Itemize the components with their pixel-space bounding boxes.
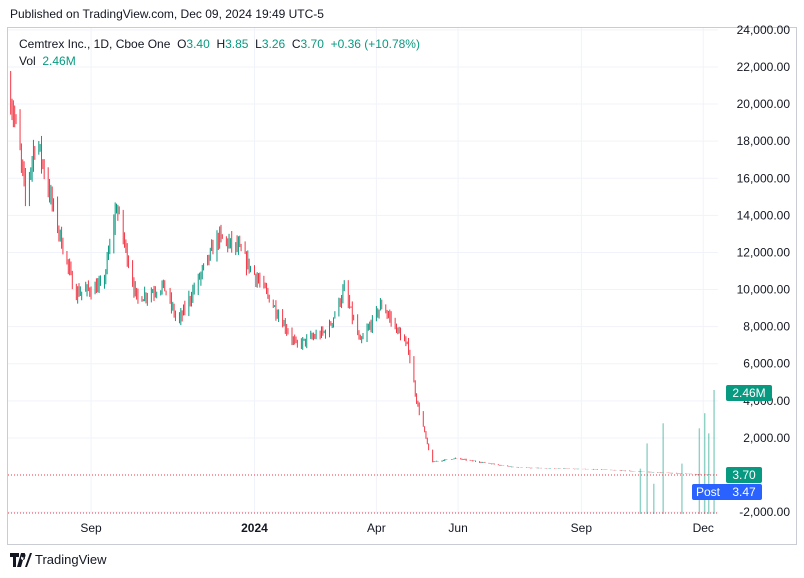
tradingview-brand: TradingView [35,552,107,567]
legend-high-label: H [216,37,226,51]
legend-close: 3.70 [300,37,324,51]
price-markers: 2.46M 3.70 Post 3.47 [8,385,772,514]
time-axis: Sep 2024 Apr Jun Sep Dec [80,521,714,535]
price-axis: -2,000.002,000.004,000.006,000.008,000.0… [737,23,791,519]
volume-bar [662,423,664,514]
legend-open-label: O [177,37,187,51]
legend-high: 3.85 [225,37,249,51]
x-tick-label: Apr [367,521,386,535]
legend-ohlc-row: Cemtrex Inc., 1D, Cboe One O3.40 H3.85 L… [19,36,420,53]
x-tick-label: Sep [571,521,593,535]
post-badge-label: Post [696,485,721,499]
volume-bars [639,390,715,514]
x-tick-label: Sep [80,521,102,535]
y-tick-label: 20,000.00 [737,97,791,111]
volume-bar [681,463,683,514]
x-tick-label: 2024 [241,521,268,535]
y-tick-label: 12,000.00 [737,245,791,259]
tradingview-logo-icon [10,552,32,567]
y-tick-label: 24,000.00 [737,23,791,37]
volume-bar [704,413,706,514]
volume-bar [698,428,701,514]
y-tick-label: 6,000.00 [743,357,790,371]
y-tick-label: 16,000.00 [737,171,791,185]
published-caption: Published on TradingView.com, Dec 09, 20… [10,7,324,21]
legend-volume-label: Vol [19,54,36,68]
volume-bar [646,443,648,514]
price-badge: 3.70 [732,468,756,482]
grid-lines [8,28,718,514]
tradingview-footer[interactable]: TradingView [10,552,107,567]
legend-volume: 2.46M [42,54,76,68]
volume-bar [708,433,710,514]
legend-low: 3.26 [261,37,286,51]
legend-change: +0.36 (+10.78%) [330,37,420,51]
y-tick-label: 8,000.00 [743,320,790,334]
volume-badge: 2.46M [732,386,765,400]
legend-low-label: L [255,37,262,51]
volume-bar [639,468,642,514]
y-tick-label: 14,000.00 [737,208,791,222]
y-tick-label: -2,000.00 [739,505,790,519]
volume-bar [713,390,715,514]
y-tick-label: 18,000.00 [737,134,791,148]
price-badge-bg [726,467,762,483]
volume-badge-bg [726,385,772,401]
chart-frame [7,27,797,545]
legend-close-label: C [291,37,301,51]
y-tick-label: 2,000.00 [743,431,790,445]
x-tick-label: Jun [448,521,467,535]
legend-volume-row: Vol 2.46M [19,53,420,70]
y-tick-label: 22,000.00 [737,60,791,74]
legend-open: 3.40 [186,37,210,51]
y-tick-label: 10,000.00 [737,283,791,297]
candles [10,70,715,476]
legend: Cemtrex Inc., 1D, Cboe One O3.40 H3.85 L… [19,36,420,70]
volume-bar [653,483,655,514]
x-tick-label: Dec [693,521,714,535]
legend-symbol: Cemtrex Inc., 1D, Cboe One [19,37,171,51]
post-badge-bg [692,484,762,500]
post-badge-value: 3.47 [732,485,756,499]
